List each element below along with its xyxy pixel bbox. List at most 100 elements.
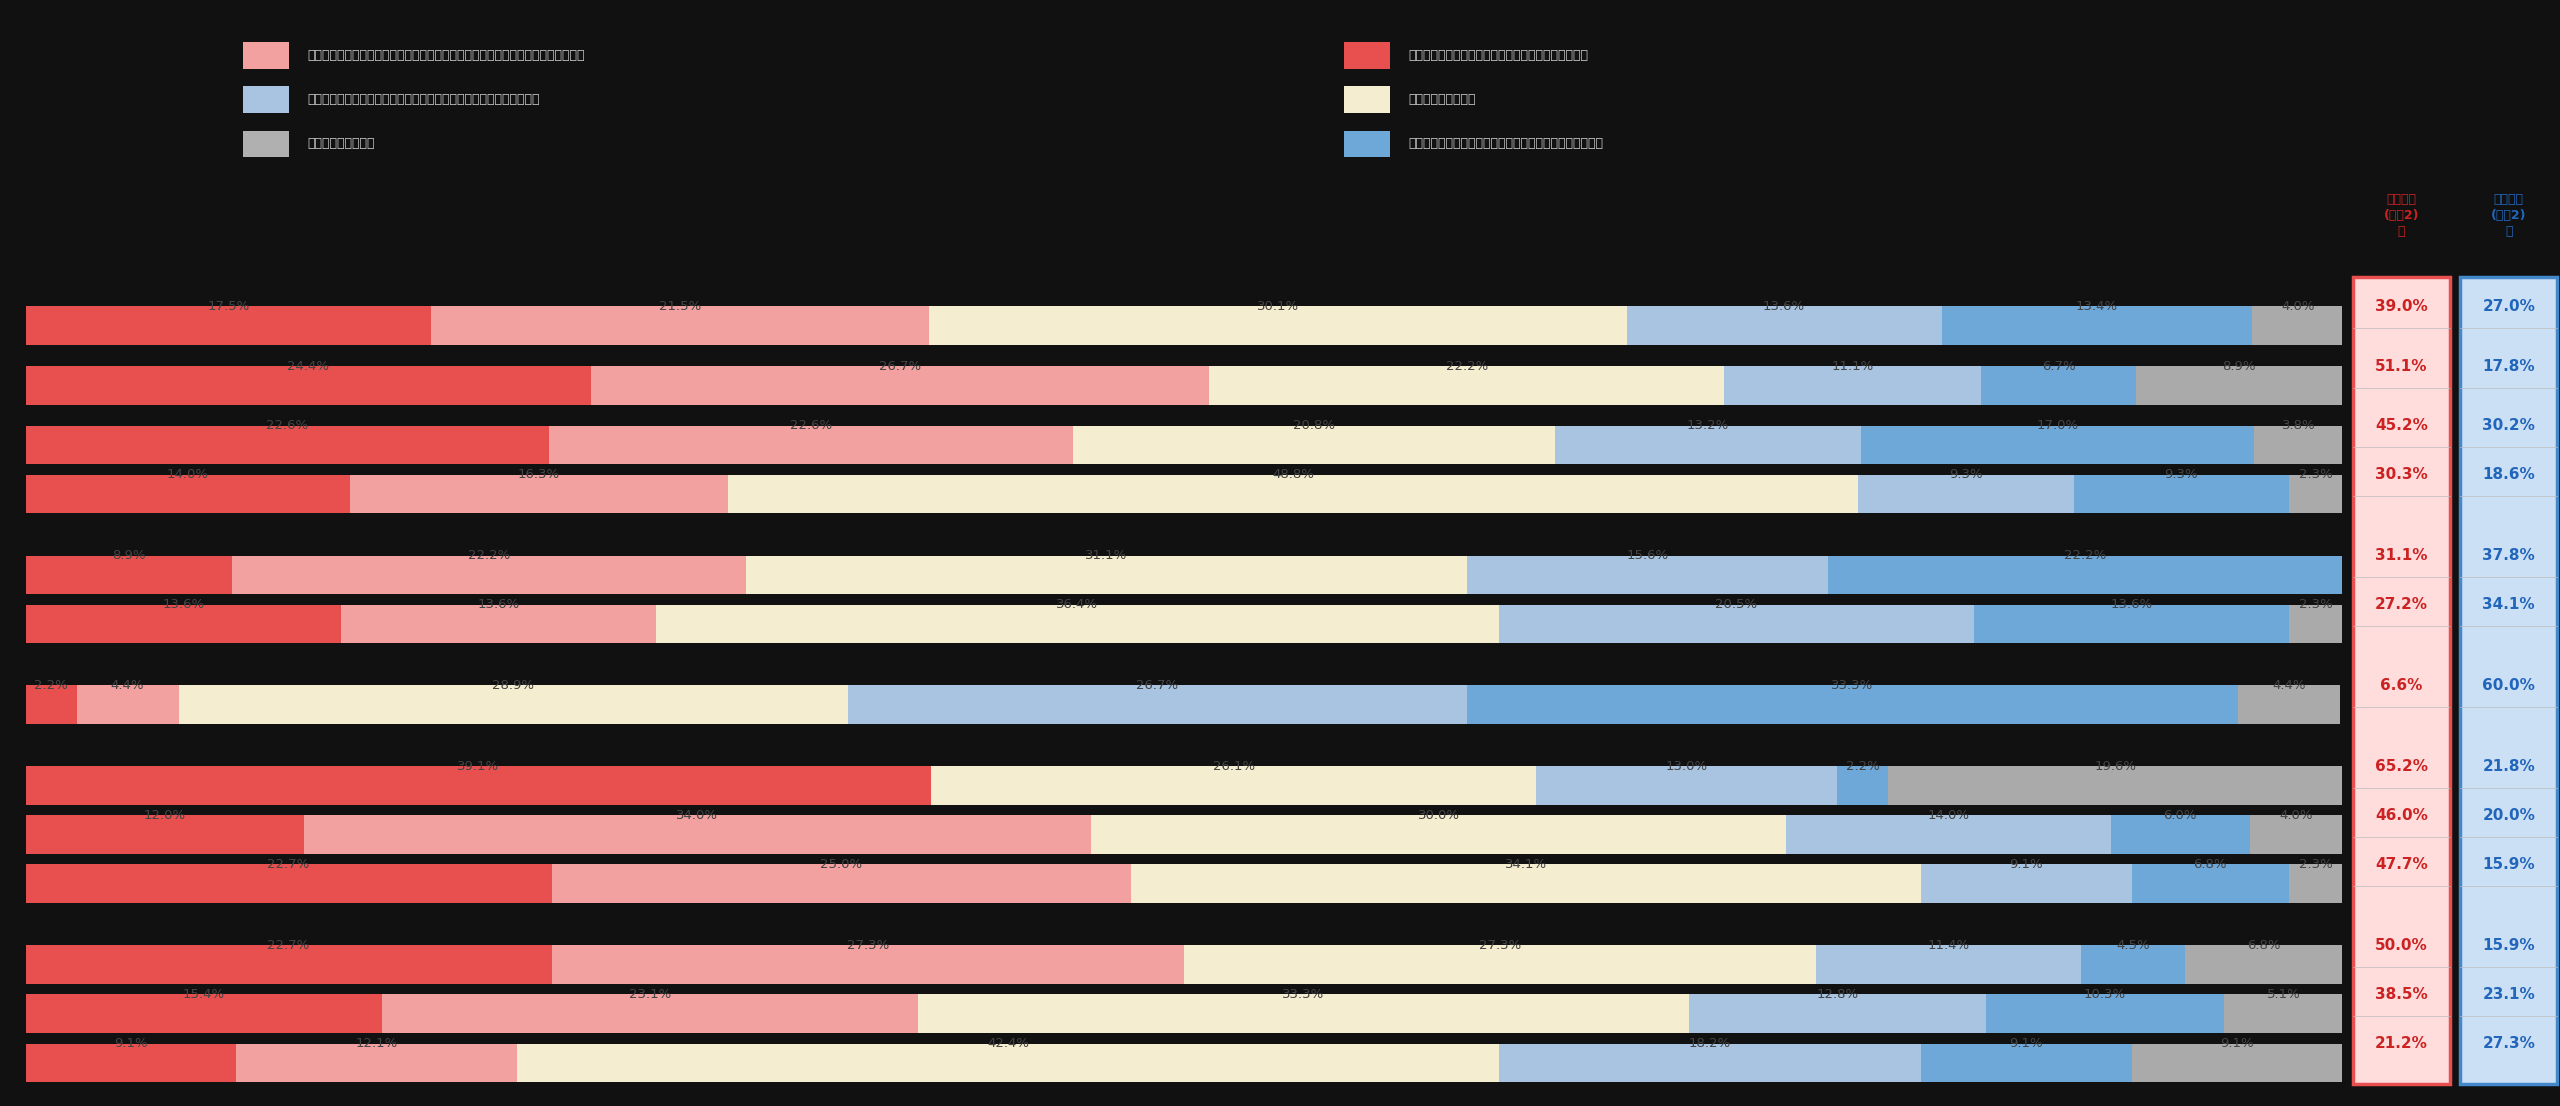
Bar	[340, 605, 655, 644]
Text: 9.3%: 9.3%	[1948, 468, 1984, 481]
Text: 現在のデバイスは総じて、必要な音質より高品質なものが使用できる: 現在のデバイスは総じて、必要な音質より高品質なものが使用できる	[307, 93, 540, 106]
Text: 現在のデバイスは総じて、サービスやアプリで再生できる最高音質で視聴している: 現在のデバイスは総じて、サービスやアプリで再生できる最高音質で視聴している	[307, 49, 584, 62]
Text: 48.8%: 48.8%	[1272, 468, 1313, 481]
Text: 15.6%: 15.6%	[1626, 549, 1669, 562]
Bar	[305, 815, 1091, 854]
Bar	[847, 686, 1467, 724]
Bar	[1208, 366, 1723, 405]
Text: 音質を向上させたい: 音質を向上させたい	[307, 137, 374, 150]
Text: 22.2%: 22.2%	[2063, 549, 2107, 562]
Bar	[745, 555, 1467, 594]
Text: 37.8%: 37.8%	[2483, 549, 2534, 563]
Text: 6.8%: 6.8%	[2248, 939, 2281, 952]
Bar	[1838, 766, 1889, 805]
Text: 16.3%: 16.3%	[517, 468, 561, 481]
Bar	[26, 426, 550, 465]
Bar	[2184, 946, 2342, 984]
Bar	[1467, 555, 1828, 594]
Text: 26.1%: 26.1%	[1213, 760, 1254, 773]
Text: 10.3%: 10.3%	[2084, 988, 2125, 1001]
Bar	[2135, 366, 2342, 405]
Text: 13.0%: 13.0%	[1667, 760, 1708, 773]
Bar	[179, 686, 847, 724]
Bar	[1500, 1044, 1920, 1082]
Bar	[1626, 306, 1940, 345]
Text: 13.6%: 13.6%	[2109, 598, 2153, 612]
Text: 9.3%: 9.3%	[2166, 468, 2199, 481]
Bar	[1818, 946, 2081, 984]
Bar	[2132, 1044, 2342, 1082]
Text: 24.4%: 24.4%	[287, 359, 330, 373]
Bar	[26, 474, 351, 513]
Bar	[1974, 605, 2289, 644]
Bar	[2112, 815, 2250, 854]
Text: 22.7%: 22.7%	[266, 858, 310, 872]
Bar	[1920, 1044, 2132, 1082]
Bar	[932, 766, 1536, 805]
Bar	[1723, 366, 1981, 405]
Bar	[1987, 994, 2225, 1033]
Text: 22.6%: 22.6%	[266, 419, 307, 432]
Bar	[655, 605, 1500, 644]
Text: 2.3%: 2.3%	[2299, 468, 2332, 481]
Text: 15.9%: 15.9%	[2483, 857, 2534, 872]
Text: 45.2%: 45.2%	[2376, 418, 2427, 434]
Text: サービスやアプリで再生できる最高音質で視聴したい: サービスやアプリで再生できる最高音質で視聴したい	[1408, 49, 1587, 62]
Bar	[351, 474, 727, 513]
Text: 4.4%: 4.4%	[110, 679, 143, 692]
Text: 51.1%: 51.1%	[2376, 358, 2427, 374]
Bar	[26, 946, 550, 984]
Text: 65.2%: 65.2%	[2376, 759, 2427, 774]
Text: 5.1%: 5.1%	[2266, 988, 2301, 1001]
Bar	[727, 474, 1859, 513]
Bar	[2289, 605, 2342, 644]
Text: 30.2%: 30.2%	[2483, 418, 2534, 434]
Text: 20.0%: 20.0%	[2483, 807, 2534, 823]
Bar	[26, 815, 305, 854]
Bar	[1828, 555, 2342, 594]
Text: 17.0%: 17.0%	[2035, 419, 2079, 432]
Bar	[26, 994, 381, 1033]
Bar	[1920, 865, 2132, 904]
Bar	[1554, 426, 1861, 465]
Text: 15.9%: 15.9%	[2483, 938, 2534, 952]
Bar	[1183, 946, 1818, 984]
Bar	[550, 946, 1185, 984]
Text: 22.2%: 22.2%	[1446, 359, 1487, 373]
Text: 27.2%: 27.2%	[2376, 597, 2427, 613]
Text: 現在の音質で十分だ: 現在の音質で十分だ	[1408, 93, 1475, 106]
Text: 2.2%: 2.2%	[1846, 760, 1879, 773]
Text: 9.1%: 9.1%	[2010, 858, 2043, 872]
Text: 18.6%: 18.6%	[2483, 468, 2534, 482]
Text: 33.3%: 33.3%	[1283, 988, 1324, 1001]
Text: 31.1%: 31.1%	[1085, 549, 1126, 562]
Bar	[1500, 605, 1974, 644]
Bar	[26, 766, 932, 805]
Text: 39.1%: 39.1%	[458, 760, 499, 773]
Text: 20.5%: 20.5%	[1715, 598, 1759, 612]
Bar	[1787, 815, 2112, 854]
Text: 22.6%: 22.6%	[791, 419, 832, 432]
Text: 9.1%: 9.1%	[2220, 1037, 2253, 1050]
Text: 13.4%: 13.4%	[2076, 300, 2117, 313]
Bar	[2289, 474, 2342, 513]
Bar	[2081, 946, 2184, 984]
Bar	[1536, 766, 1838, 805]
Text: 31.1%: 31.1%	[2376, 549, 2427, 563]
Text: 14.0%: 14.0%	[166, 468, 210, 481]
Text: 34.1%: 34.1%	[2483, 597, 2534, 613]
Text: 42.4%: 42.4%	[988, 1037, 1029, 1050]
Text: 12.1%: 12.1%	[356, 1037, 397, 1050]
Text: 22.2%: 22.2%	[468, 549, 509, 562]
Text: 30.3%: 30.3%	[2376, 468, 2427, 482]
Text: 26.7%: 26.7%	[878, 359, 922, 373]
Text: 15.4%: 15.4%	[182, 988, 225, 1001]
Bar	[233, 555, 745, 594]
Bar	[1981, 366, 2135, 405]
Text: 27.3%: 27.3%	[2483, 1036, 2534, 1051]
Bar	[2074, 474, 2289, 513]
Bar	[550, 426, 1073, 465]
Bar	[236, 1044, 517, 1082]
Bar	[26, 865, 550, 904]
Text: 18.2%: 18.2%	[1690, 1037, 1731, 1050]
